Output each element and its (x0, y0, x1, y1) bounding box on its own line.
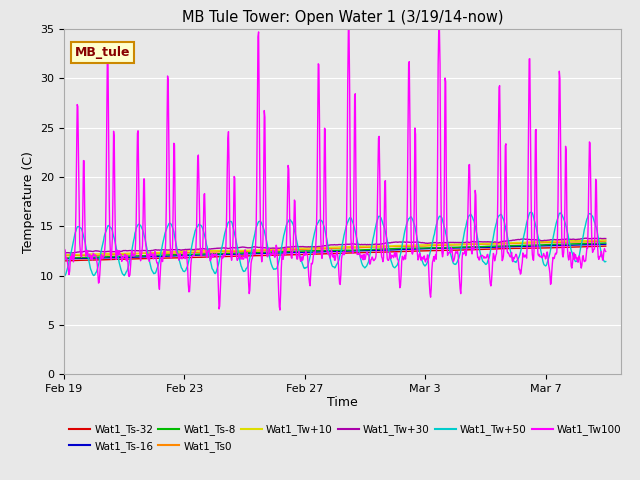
Wat1_Ts-16 (257, 251, 265, 256)
Wat1_Ts-32 (257, 253, 265, 259)
Wat1_Ts-8 (188, 252, 196, 257)
Wat1_Tw+50 (498, 212, 506, 218)
Wat1_Tw+30 (79, 249, 87, 254)
Line: Wat1_Tw+50: Wat1_Tw+50 (64, 212, 605, 276)
Wat1_Ts-16 (60, 256, 68, 262)
Wat1_Tw100 (79, 158, 87, 164)
Line: Wat1_Tw+10: Wat1_Tw+10 (64, 240, 605, 255)
Y-axis label: Temperature (C): Temperature (C) (22, 151, 35, 252)
Wat1_Ts0 (499, 241, 506, 247)
Wat1_Ts-32 (188, 254, 195, 260)
Wat1_Ts-32 (367, 250, 375, 255)
Wat1_Tw+30 (60, 251, 68, 256)
Wat1_Ts-32 (602, 243, 609, 249)
Wat1_Tw100 (60, 309, 68, 314)
Wat1_Ts0 (188, 250, 196, 255)
Legend: Wat1_Ts-32, Wat1_Ts-16, Wat1_Ts-8, Wat1_Ts0, Wat1_Tw+10, Wat1_Tw+30, Wat1_Tw+50,: Wat1_Ts-32, Wat1_Ts-16, Wat1_Ts-8, Wat1_… (69, 424, 621, 452)
Line: Wat1_Tw+30: Wat1_Tw+30 (64, 238, 605, 253)
Wat1_Tw+10 (60, 252, 68, 258)
Wat1_Tw+50 (527, 209, 534, 215)
Wat1_Tw+50 (79, 232, 87, 238)
Wat1_Tw+50 (188, 245, 195, 251)
Wat1_Ts0 (602, 238, 609, 244)
Wat1_Tw+10 (600, 237, 607, 243)
Wat1_Tw+50 (60, 274, 68, 279)
Wat1_Ts0 (258, 248, 266, 253)
Wat1_Ts-32 (498, 246, 506, 252)
Wat1_Tw100 (344, 26, 352, 32)
Wat1_Ts0 (61, 253, 69, 259)
Wat1_Ts-8 (80, 255, 88, 261)
Wat1_Ts-8 (499, 243, 506, 249)
Line: Wat1_Ts-8: Wat1_Ts-8 (64, 243, 605, 258)
Wat1_Ts0 (287, 247, 294, 253)
Wat1_Ts-8 (258, 250, 266, 255)
Wat1_Tw+30 (286, 244, 294, 250)
Wat1_Tw100 (368, 256, 376, 262)
Wat1_Tw+10 (257, 247, 265, 252)
Wat1_Tw+10 (602, 237, 609, 243)
Wat1_Tw+50 (257, 219, 265, 225)
Wat1_Tw100 (602, 249, 609, 254)
Wat1_Ts-8 (368, 247, 376, 252)
Wat1_Ts-32 (286, 252, 294, 258)
Wat1_Tw+30 (367, 241, 375, 247)
Wat1_Ts-16 (188, 252, 195, 258)
Wat1_Tw+50 (602, 259, 609, 264)
Wat1_Ts-16 (602, 241, 609, 247)
Line: Wat1_Ts-16: Wat1_Ts-16 (64, 244, 605, 259)
Wat1_Tw+50 (286, 217, 294, 223)
Wat1_Ts-32 (60, 258, 68, 264)
Line: Wat1_Ts0: Wat1_Ts0 (64, 241, 605, 256)
Wat1_Ts0 (80, 252, 88, 258)
Wat1_Tw+30 (498, 239, 506, 244)
Wat1_Ts-16 (367, 248, 375, 253)
Wat1_Ts-8 (60, 255, 68, 261)
Wat1_Tw100 (188, 255, 195, 261)
Line: Wat1_Ts-32: Wat1_Ts-32 (64, 246, 605, 261)
Text: MB_tule: MB_tule (75, 46, 131, 59)
Wat1_Ts-16 (79, 255, 87, 261)
Wat1_Ts-8 (287, 249, 294, 254)
Wat1_Ts-16 (286, 250, 294, 255)
Wat1_Tw+50 (367, 247, 375, 253)
Wat1_Ts0 (368, 244, 376, 250)
Wat1_Ts-16 (498, 244, 506, 250)
Wat1_Tw+30 (188, 247, 195, 252)
Wat1_Tw100 (257, 251, 265, 257)
Wat1_Ts0 (60, 253, 68, 259)
Wat1_Tw+10 (498, 240, 506, 246)
Wat1_Tw+10 (188, 248, 195, 254)
Wat1_Ts-8 (602, 240, 609, 246)
Wat1_Tw+30 (582, 235, 589, 241)
Wat1_Tw+10 (286, 245, 294, 251)
Line: Wat1_Tw100: Wat1_Tw100 (64, 29, 605, 312)
Wat1_Tw+10 (79, 252, 87, 257)
Title: MB Tule Tower: Open Water 1 (3/19/14-now): MB Tule Tower: Open Water 1 (3/19/14-now… (182, 10, 503, 25)
Wat1_Ts-8 (61, 255, 68, 261)
Wat1_Tw+10 (367, 243, 375, 249)
Wat1_Tw+30 (257, 244, 265, 250)
Wat1_Ts-32 (79, 257, 87, 263)
X-axis label: Time: Time (327, 396, 358, 408)
Wat1_Tw+30 (602, 236, 609, 241)
Wat1_Tw100 (286, 230, 294, 236)
Wat1_Tw100 (499, 258, 506, 264)
